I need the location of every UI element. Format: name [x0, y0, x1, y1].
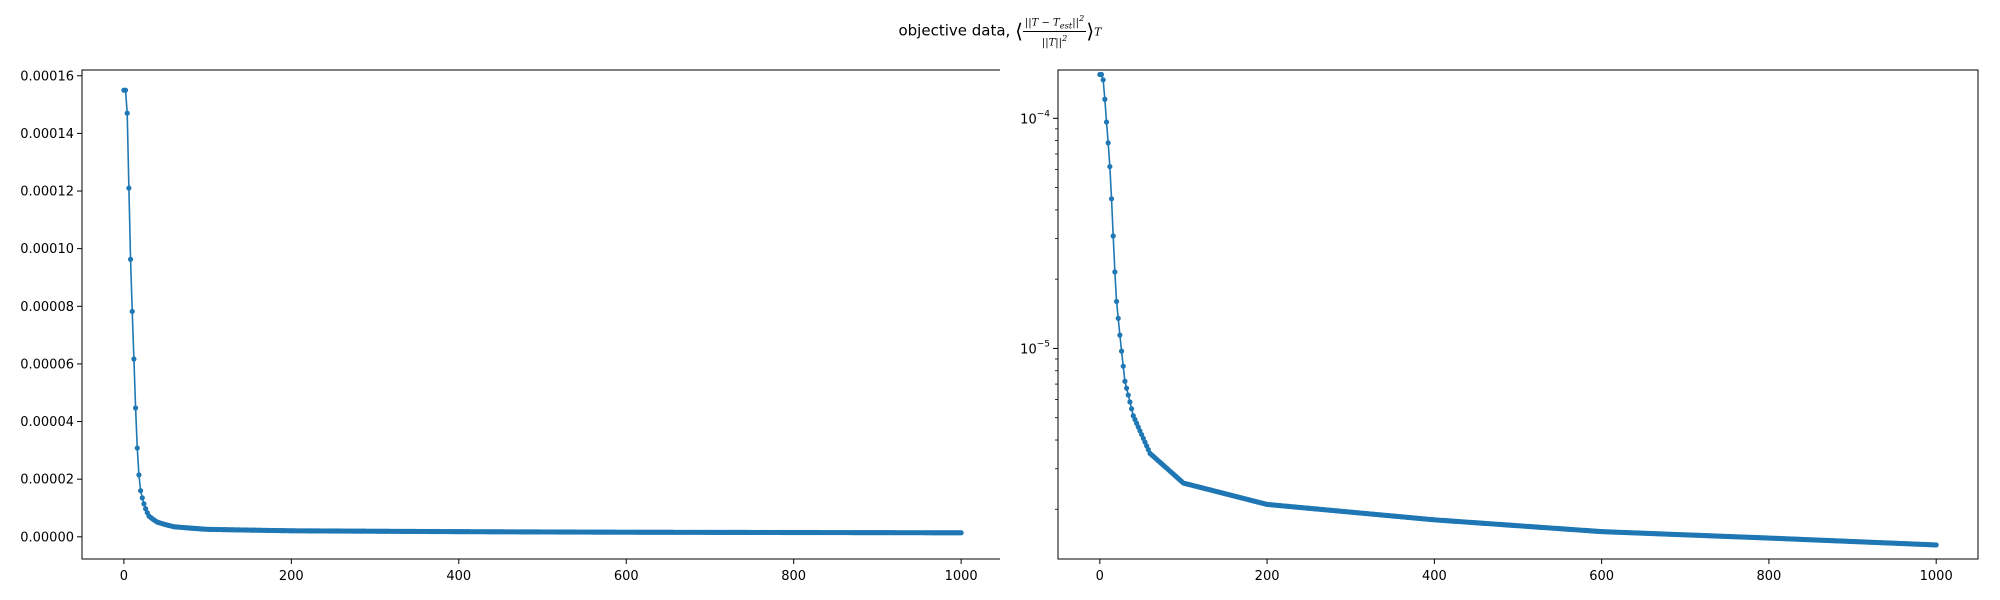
axes-frame [1057, 69, 1979, 560]
axes-frame [81, 69, 1000, 560]
data-point [1100, 77, 1106, 83]
data-point [1112, 269, 1118, 275]
data-point [958, 530, 964, 536]
data-point [1125, 392, 1131, 398]
data-point [134, 445, 140, 451]
data-point [131, 356, 137, 362]
data-point [1105, 140, 1111, 146]
data-point [124, 110, 130, 116]
title-formula-den: ||T|| [1041, 37, 1063, 49]
y-tick-label: 0.00012 [20, 185, 74, 200]
x-tick-label: 400 [1422, 569, 1447, 584]
data-point [127, 256, 134, 262]
y-tick-label: 0.00000 [20, 530, 74, 545]
series-markers [121, 87, 964, 536]
x-tick-label: 800 [1756, 569, 1781, 584]
data-point [132, 405, 139, 411]
x-tick-label: 200 [279, 569, 304, 584]
title-formula-num: ||T − T [1024, 17, 1060, 29]
chart-linear: 0 200 400 600 800 1000 0.00000 0.00002 0.00004 0.… [20, 69, 1000, 584]
title-open-paren: ⟨ [1015, 18, 1023, 43]
data-point [122, 87, 129, 93]
y-tick-label: 10−5 [1020, 339, 1050, 357]
data-point [136, 472, 142, 478]
x-tick-label: 600 [614, 569, 639, 584]
title-formula: ||T − Test||2 ||T||2 [1022, 13, 1087, 49]
figure-title: objective data, ⟨ ||T − Test||2 ||T||2 ⟩T [0, 12, 2000, 50]
data-point [1120, 363, 1126, 369]
data-point [1123, 385, 1130, 391]
data-point [1108, 196, 1115, 202]
data-point [126, 185, 132, 191]
data-point [129, 308, 135, 315]
data-point [1107, 163, 1113, 170]
title-formula-num-tail: || [1072, 17, 1080, 29]
y-tick-label: 0.00008 [20, 300, 74, 315]
data-point [1103, 119, 1110, 125]
data-point [139, 495, 145, 501]
chart-log: 0 200 400 600 800 1000 10−4 10−5 [1020, 69, 1979, 584]
x-tick-label: 800 [781, 569, 806, 584]
data-point [1110, 233, 1116, 239]
y-tick-label: 0.00016 [20, 69, 74, 84]
title-formula-sub: T [1094, 25, 1102, 39]
title-close-paren: ⟩ [1086, 18, 1095, 43]
data-point [1933, 542, 1939, 548]
data-point [1122, 378, 1128, 384]
y-tick-label: 0.00014 [20, 127, 74, 142]
series-line [123, 89, 962, 534]
y-tick-label: 0.00002 [20, 473, 74, 488]
series-line [1099, 73, 1937, 546]
y-tick-label: 0.00010 [20, 242, 74, 257]
data-point [138, 488, 144, 494]
data-point [1118, 348, 1125, 354]
data-point [143, 506, 149, 512]
data-point [1113, 298, 1120, 305]
y-tick-label: 0.00004 [20, 415, 74, 430]
data-point [1098, 71, 1105, 78]
x-tick-label: 0 [1096, 569, 1104, 584]
x-tick-label: 600 [1589, 569, 1614, 584]
x-tick-label: 1000 [1920, 569, 1953, 584]
y-tick-label: 0.00006 [20, 357, 74, 372]
data-point [1127, 399, 1133, 405]
data-point [1102, 96, 1108, 102]
data-point [1129, 406, 1135, 412]
x-tick-label: 0 [120, 569, 128, 584]
data-point [1115, 315, 1121, 321]
figure-title-text: objective data, [898, 21, 1011, 40]
x-tick-label: 400 [446, 569, 471, 584]
x-tick-label: 1000 [945, 569, 978, 584]
x-tick-label: 200 [1255, 569, 1280, 584]
data-point [1117, 332, 1123, 338]
y-tick-label: 10−4 [1020, 109, 1050, 127]
title-formula-num-sub: est [1059, 20, 1073, 31]
series-markers [1097, 71, 1939, 548]
data-point [141, 501, 147, 507]
